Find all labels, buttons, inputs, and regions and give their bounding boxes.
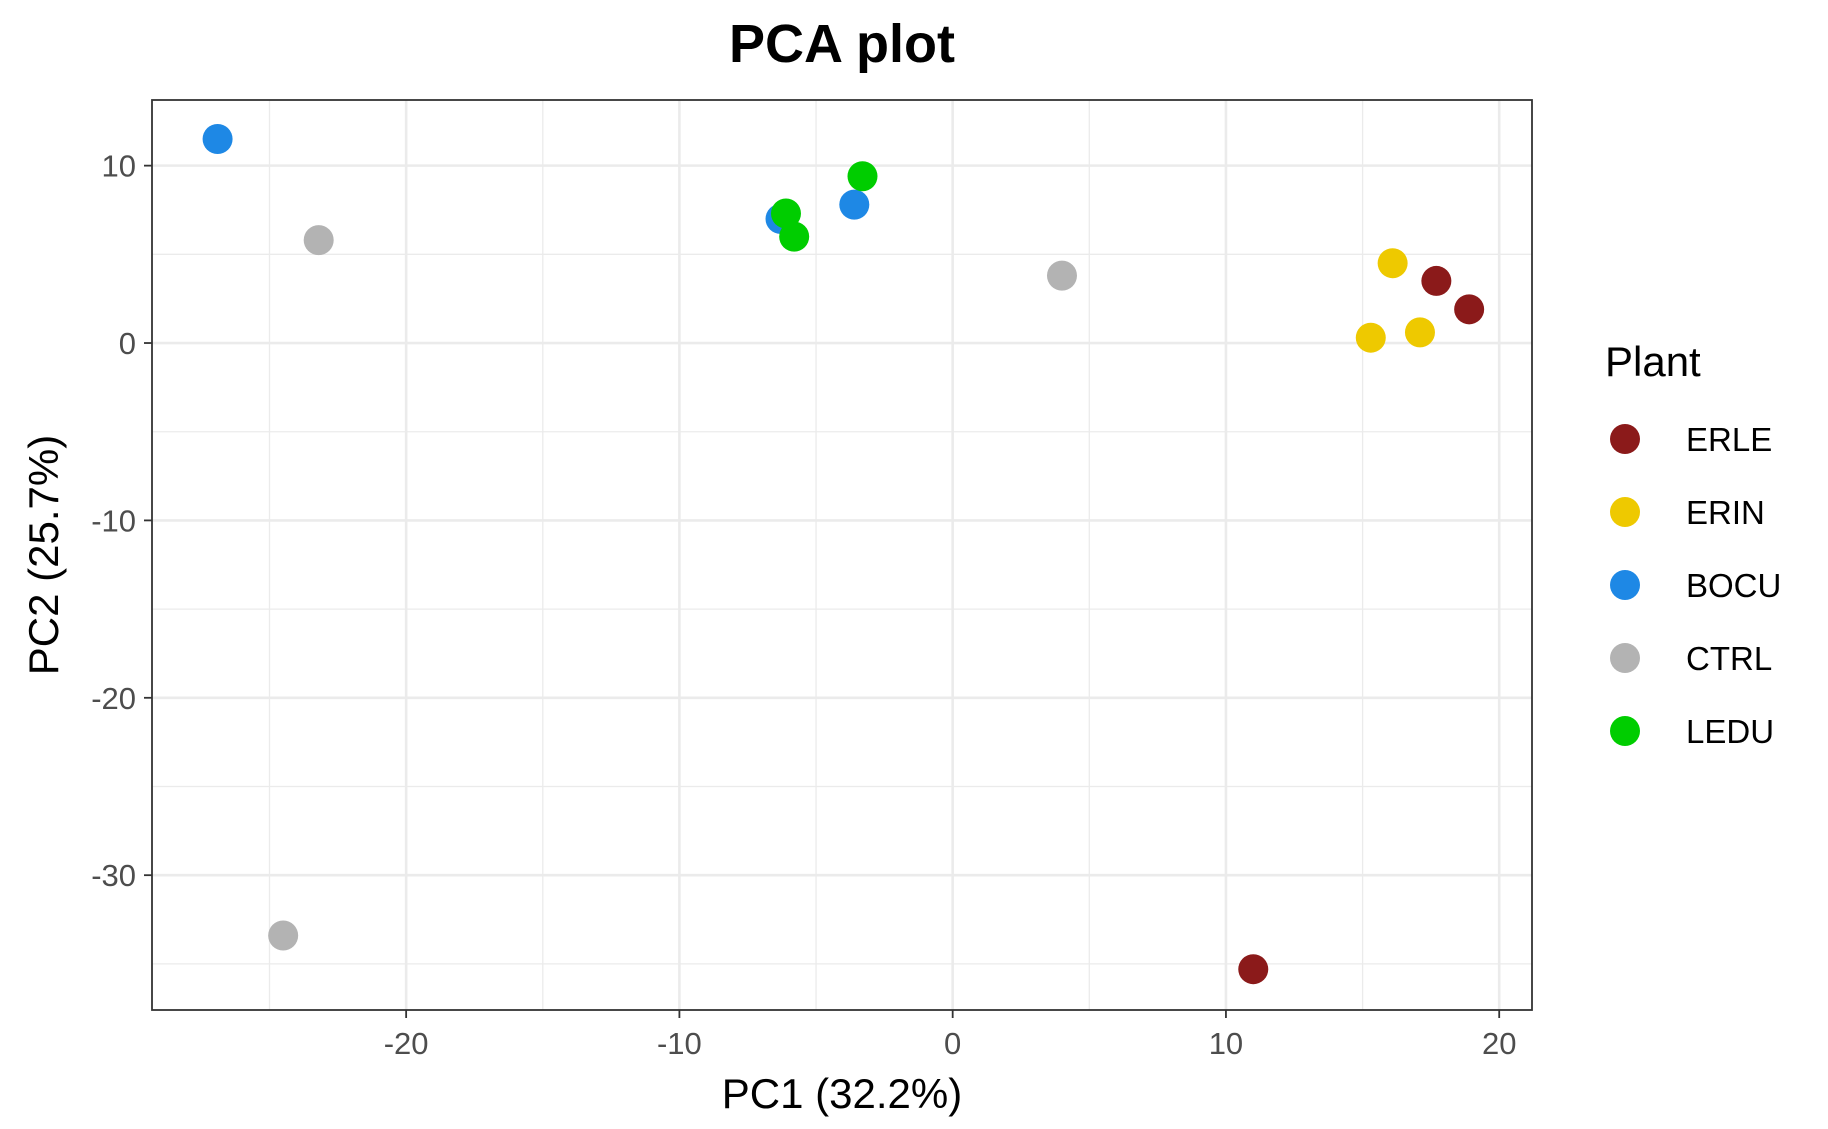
chart-title: PCA plot bbox=[729, 14, 955, 74]
y-tick-label: -30 bbox=[91, 858, 136, 893]
legend-key-ledu bbox=[1610, 716, 1640, 746]
y-tick-label: -10 bbox=[91, 503, 136, 538]
x-tick-label: 10 bbox=[1209, 1026, 1243, 1061]
x-axis: -20 -10 0 10 20 bbox=[384, 1010, 1516, 1061]
legend-label-bocu: BOCU bbox=[1686, 567, 1781, 604]
y-tick-label: 10 bbox=[102, 149, 136, 184]
x-tick-label: -20 bbox=[384, 1026, 429, 1061]
point-erin bbox=[1355, 322, 1386, 353]
plot-panel-border bbox=[151, 99, 1533, 1011]
point-ledu bbox=[847, 161, 878, 192]
legend-key-ctrl bbox=[1610, 643, 1640, 673]
legend-label-erle: ERLE bbox=[1686, 421, 1772, 458]
legend: Plant ERLE ERIN BOCU CTRL LEDU bbox=[1605, 338, 1781, 750]
y-tick-label: 0 bbox=[119, 326, 136, 361]
point-ctrl bbox=[303, 225, 334, 256]
x-tick-label: -10 bbox=[657, 1026, 702, 1061]
point-ctrl bbox=[268, 920, 299, 951]
point-erle bbox=[1238, 954, 1269, 985]
data-points bbox=[202, 124, 1485, 985]
legend-title: Plant bbox=[1605, 338, 1701, 385]
legend-key-erin bbox=[1610, 497, 1640, 527]
legend-label-erin: ERIN bbox=[1686, 494, 1765, 531]
legend-key-bocu bbox=[1610, 570, 1640, 600]
y-tick-label: -20 bbox=[91, 681, 136, 716]
point-erin bbox=[1377, 248, 1408, 279]
grid-lines bbox=[152, 100, 1532, 1010]
legend-key-erle bbox=[1610, 424, 1640, 454]
point-ledu bbox=[770, 198, 801, 229]
point-erin bbox=[1404, 317, 1435, 348]
y-axis-title: PC2 (25.7%) bbox=[20, 435, 67, 675]
x-tick-label: 0 bbox=[944, 1026, 961, 1061]
point-bocu bbox=[202, 124, 233, 155]
legend-label-ctrl: CTRL bbox=[1686, 640, 1772, 677]
x-axis-title: PC1 (32.2%) bbox=[722, 1070, 962, 1117]
point-ledu bbox=[779, 221, 810, 252]
point-ctrl bbox=[1046, 260, 1077, 291]
x-tick-label: 20 bbox=[1482, 1026, 1516, 1061]
point-bocu bbox=[839, 189, 870, 220]
point-erle bbox=[1454, 294, 1485, 325]
y-axis: 10 0 -10 -20 -30 bbox=[91, 149, 152, 893]
point-erle bbox=[1421, 265, 1452, 296]
legend-label-ledu: LEDU bbox=[1686, 713, 1774, 750]
